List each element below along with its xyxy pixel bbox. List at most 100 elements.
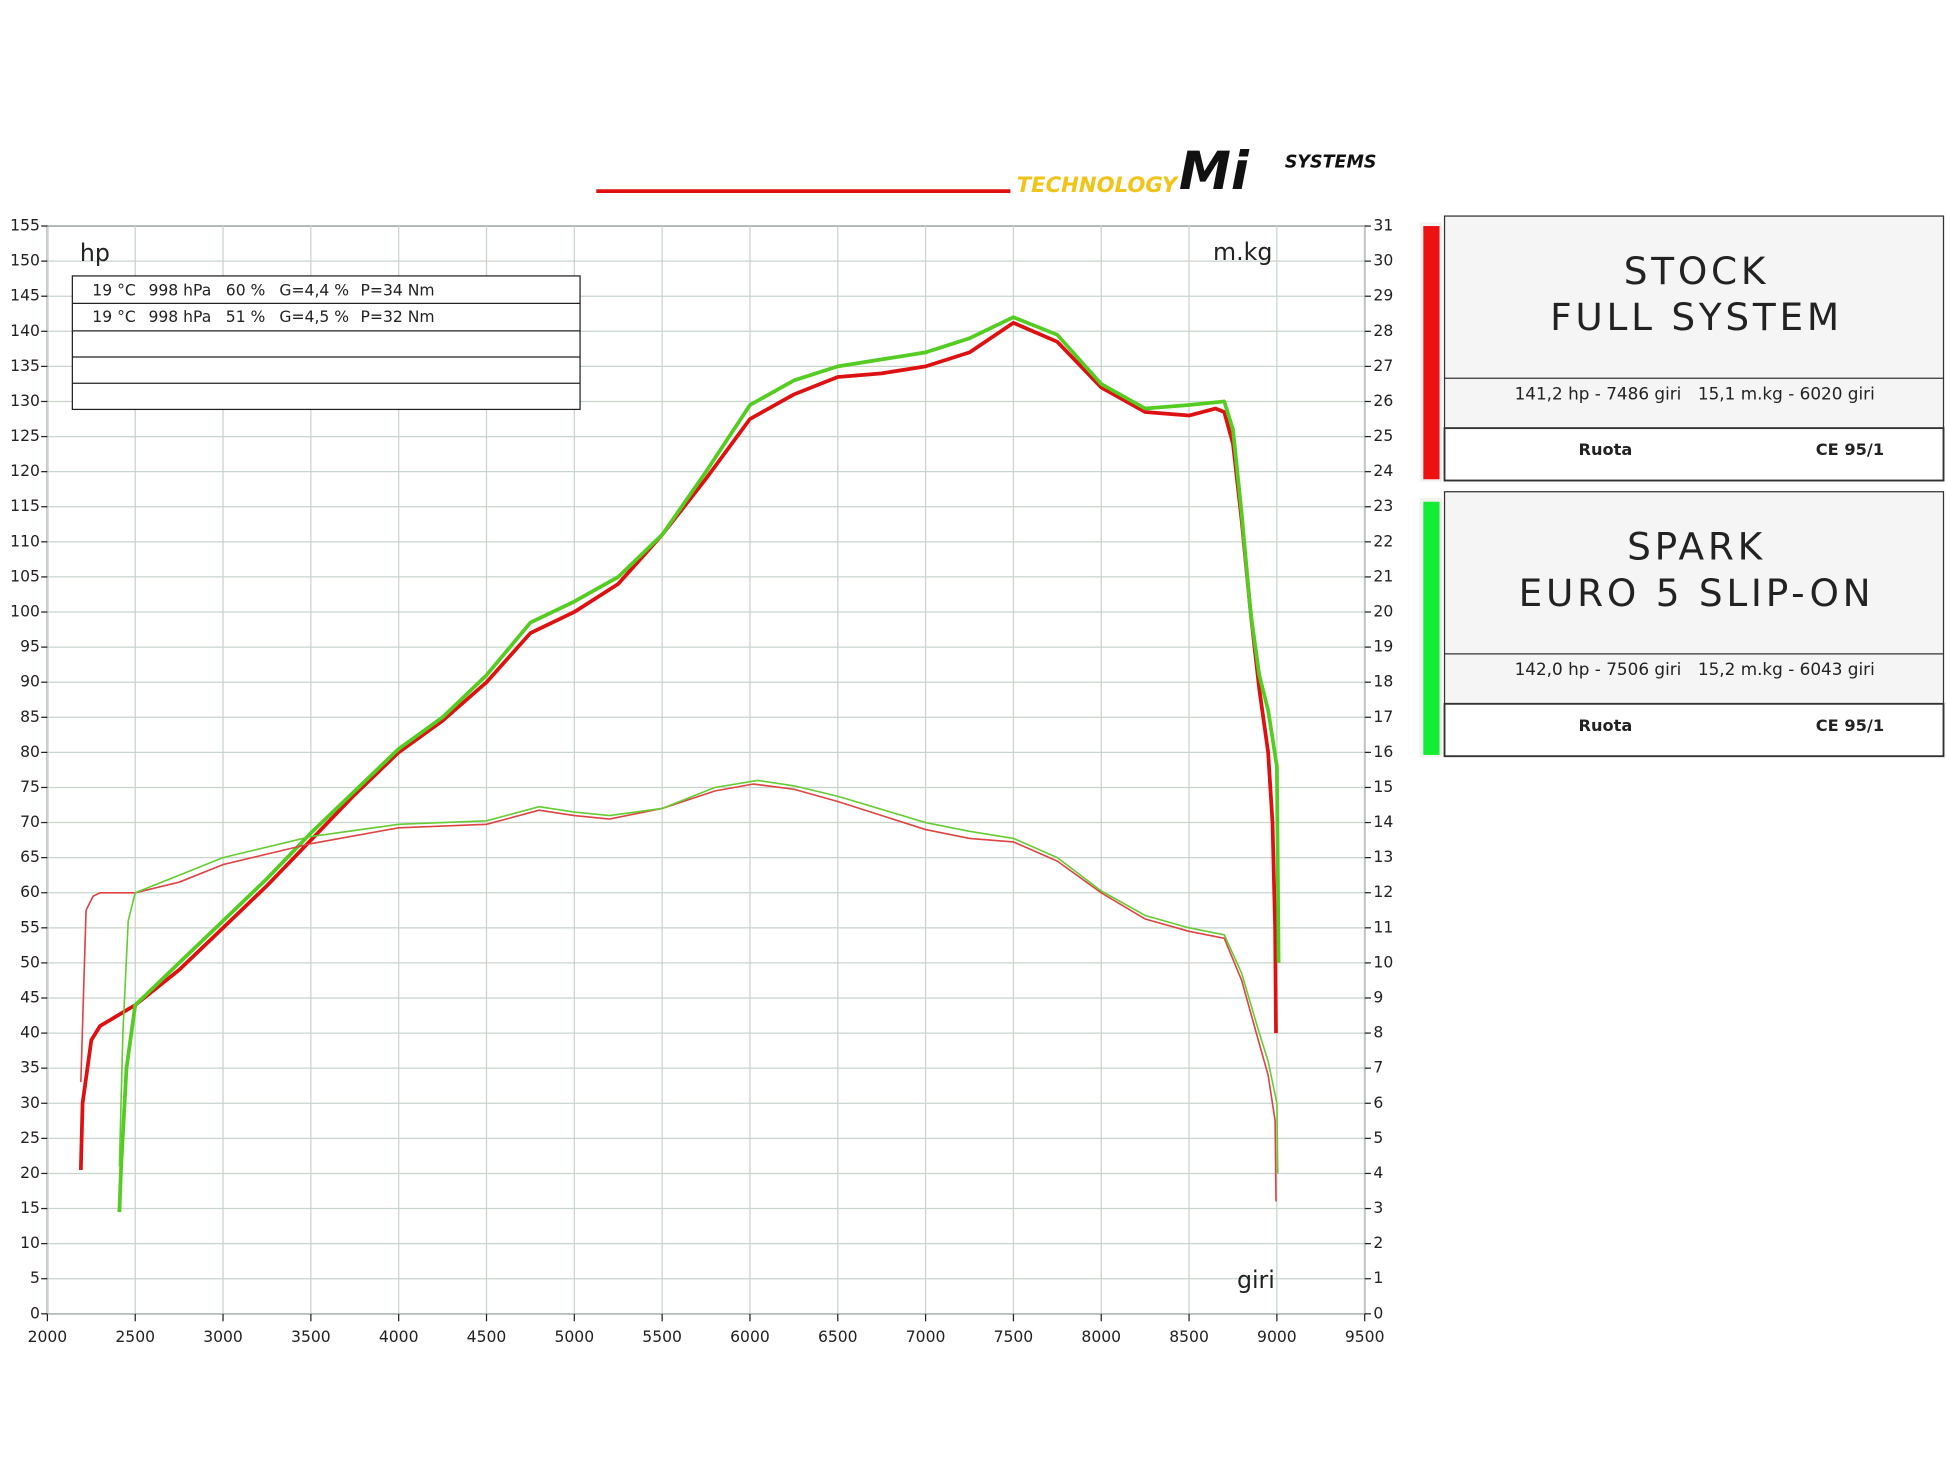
y2-tick-label: 24 (1373, 462, 1393, 480)
y-tick-label: 140 (10, 322, 40, 340)
x-tick-label: 9500 (1345, 1328, 1385, 1346)
condition-cell: 19 °C (92, 281, 136, 299)
y-tick-label: 115 (10, 497, 40, 515)
y-tick-label: 40 (20, 1024, 40, 1042)
y-tick-label: 90 (20, 673, 40, 691)
condition-cell: G=4,5 % (279, 308, 349, 326)
y2-tick-label: 16 (1373, 743, 1393, 761)
y-tick-label: 150 (10, 252, 40, 270)
condition-cell: 60 % (226, 281, 266, 299)
y2-tick-label: 17 (1373, 708, 1393, 726)
y-tick-label: 155 (10, 217, 40, 235)
y2-tick-label: 25 (1373, 427, 1393, 445)
y-tick-label: 135 (10, 357, 40, 375)
y2-axis-label: m.kg (1213, 238, 1272, 266)
standard-label: CE 95/1 (1816, 716, 1884, 735)
condition-cell: 998 hPa (148, 308, 211, 326)
legend-title: STOCK (1624, 249, 1769, 293)
legend-color (1423, 501, 1440, 755)
y2-tick-label: 22 (1373, 532, 1393, 550)
y-tick-label: 125 (10, 427, 40, 445)
y-tick-label: 30 (20, 1094, 40, 1112)
y-tick-label: 15 (20, 1199, 40, 1217)
y-tick-label: 130 (10, 392, 40, 410)
series-line (117, 315, 1281, 1213)
x-tick-label: 6500 (818, 1328, 858, 1346)
x-tick-label: 3000 (203, 1328, 243, 1346)
power-peak: 141,2 hp - 7486 giri (1515, 383, 1682, 403)
y-tick-label: 35 (20, 1059, 40, 1077)
x-tick-label: 4500 (467, 1328, 507, 1346)
y2-tick-label: 4 (1373, 1164, 1383, 1182)
series-line (78, 320, 1278, 1171)
conditions-frame (71, 275, 581, 411)
standard-label: CE 95/1 (1816, 440, 1884, 459)
y2-tick-label: 30 (1373, 252, 1393, 270)
y-tick-label: 50 (20, 953, 40, 971)
y2-tick-label: 29 (1373, 287, 1393, 305)
y-tick-label: 55 (20, 918, 40, 936)
condition-cell: 998 hPa (148, 281, 211, 299)
x-tick-label: 8000 (1081, 1328, 1121, 1346)
y2-tick-label: 21 (1373, 567, 1393, 585)
y-axis-label: hp (80, 239, 110, 267)
y2-tick-label: 5 (1373, 1129, 1383, 1147)
y2-tick-label: 19 (1373, 638, 1393, 656)
y2-tick-label: 15 (1373, 778, 1393, 796)
legend-bottom (1443, 427, 1945, 482)
legend-title: SPARK (1627, 525, 1766, 569)
x-tick-label: 4000 (379, 1328, 419, 1346)
grid (46, 225, 1366, 1315)
y2-tick-label: 10 (1373, 953, 1393, 971)
y-tick-label: 25 (20, 1129, 40, 1147)
legend-title: EURO 5 SLIP-ON (1519, 571, 1875, 615)
logo-mark: Mi (1179, 141, 1250, 202)
y2-tick-label: 2 (1373, 1234, 1383, 1252)
series-line (80, 783, 1277, 1202)
y-tick-label: 0 (30, 1304, 40, 1322)
y2-tick-label: 12 (1373, 883, 1393, 901)
y2-tick-label: 11 (1373, 918, 1393, 936)
x-tick-label: 3500 (291, 1328, 331, 1346)
y-tick-label: 75 (20, 778, 40, 796)
y-tick-label: 65 (20, 848, 40, 866)
conditions-table: 19 °C 998 hPa 60 % G=4,4 % P=34 Nm 19 °C 998 h… (71, 275, 581, 411)
y-tick-label: 110 (10, 532, 40, 550)
y-tick-label: 100 (10, 603, 40, 621)
legend-bottom (1443, 702, 1945, 758)
y2-tick-label: 18 (1373, 673, 1393, 691)
y2-tick-label: 28 (1373, 322, 1393, 340)
torque-peak: 15,2 m.kg - 6043 giri (1698, 659, 1875, 679)
y-tick-label: 45 (20, 988, 40, 1006)
y-tick-label: 95 (20, 638, 40, 656)
x-axis-label: giri (1237, 1266, 1275, 1294)
condition-cell: P=32 Nm (361, 308, 435, 326)
y-tick-label: 105 (10, 567, 40, 585)
y-tick-label: 70 (20, 813, 40, 831)
y2-tick-label: 8 (1373, 1024, 1383, 1042)
wheel-label: Ruota (1579, 440, 1633, 459)
power-peak: 142,0 hp - 7506 giri (1515, 659, 1682, 679)
y2-tick-label: 14 (1373, 813, 1393, 831)
y-tick-label: 10 (20, 1234, 40, 1252)
y2-tick-label: 7 (1373, 1059, 1383, 1077)
torque-peak: 15,1 m.kg - 6020 giri (1698, 383, 1875, 403)
legend-color (1423, 226, 1440, 480)
y2-tick-label: 20 (1373, 603, 1393, 621)
y-tick-label: 120 (10, 462, 40, 480)
condition-cell: 51 % (226, 308, 266, 326)
y2-tick-label: 3 (1373, 1199, 1383, 1217)
y-tick-label: 145 (10, 287, 40, 305)
x-tick-label: 5000 (554, 1328, 594, 1346)
y2-tick-label: 23 (1373, 497, 1393, 515)
x-tick-label: 7000 (906, 1328, 946, 1346)
x-tick-label: 2500 (115, 1328, 155, 1346)
x-tick-label: 2000 (28, 1328, 68, 1346)
y2-tick-label: 9 (1373, 988, 1383, 1006)
logo-technology: TECHNOLOGY (1017, 172, 1180, 197)
legend-title: FULL SYSTEM (1550, 295, 1843, 339)
x-tick-label: 9000 (1257, 1328, 1297, 1346)
